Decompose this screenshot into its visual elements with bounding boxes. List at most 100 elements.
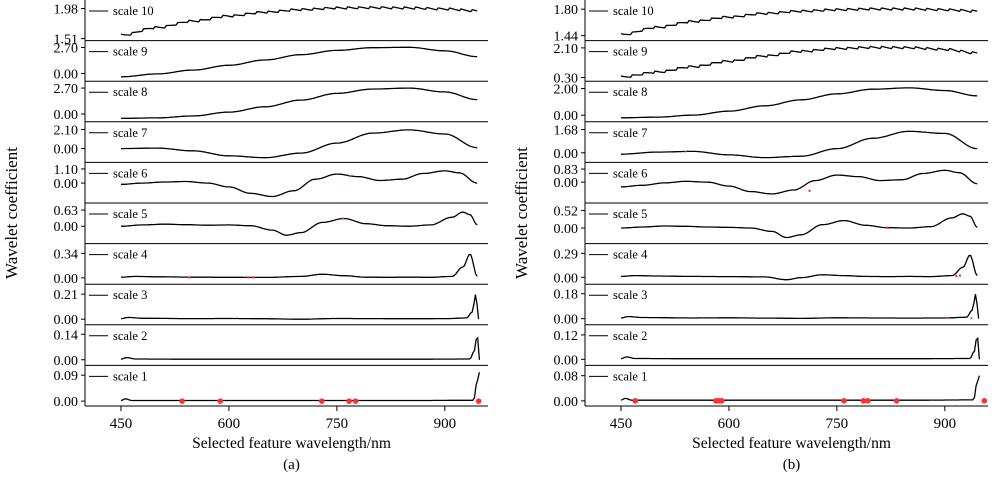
y-tick-label: 0.00 xyxy=(54,313,79,328)
panel-scale-8: 0.00 2.70 scale 8 xyxy=(54,81,488,123)
y-tick-label: 0.00 xyxy=(554,147,579,162)
selected-feature-marker xyxy=(318,398,325,404)
legend-label: scale 7 xyxy=(613,126,647,140)
y-axis-label: Wavelet coefficient xyxy=(512,147,531,279)
selected-feature-marker xyxy=(955,274,958,278)
panel-scale-1: 0.00 0.08 scale 1 xyxy=(554,365,988,410)
y-tick-label: 0.00 xyxy=(54,272,79,287)
series-line xyxy=(120,372,481,402)
series-line xyxy=(620,45,978,78)
series-line xyxy=(121,211,478,236)
panel-scale-2: 0.00 0.12 scale 2 xyxy=(554,324,988,368)
y-tick-label: 2.70 xyxy=(54,82,79,97)
y-axis-label: Wavelet coefficient xyxy=(2,147,21,279)
selected-feature-marker xyxy=(352,398,359,404)
panel-scale-9: 0.30 2.10 scale 9 xyxy=(554,40,988,87)
selected-feature-marker xyxy=(886,226,889,229)
series-line xyxy=(621,169,978,195)
y-tick-label: 0.83 xyxy=(554,163,579,178)
y-tick-label: 0.00 xyxy=(554,271,579,286)
selected-feature-marker xyxy=(893,398,900,404)
panel-scale-3: 0.00 0.21 scale 3 xyxy=(54,284,488,328)
y-tick-label: 0.00 xyxy=(54,143,79,158)
x-tick-label: 450 xyxy=(610,416,633,432)
y-tick-label: 0.00 xyxy=(54,395,79,410)
panel-scale-1: 0.00 0.09 scale 1 xyxy=(54,365,488,410)
legend-label: scale 1 xyxy=(613,369,647,383)
panel-scale-3: 0.00 0.18 scale 3 xyxy=(554,284,988,328)
y-tick-label: 0.30 xyxy=(554,72,579,87)
chart-1: 1.44 1.80 scale 10 0.30 2.10 scale 9 0.00 2.00 s… xyxy=(512,0,988,473)
legend-label: scale 8 xyxy=(113,85,147,99)
y-tick-label: 1.10 xyxy=(54,163,79,178)
series-line xyxy=(620,7,978,36)
series-line xyxy=(121,129,478,159)
selected-feature-marker xyxy=(217,398,224,404)
y-tick-label: 0.00 xyxy=(54,177,79,192)
selected-feature-marker xyxy=(981,398,988,404)
legend-label: scale 4 xyxy=(113,248,148,262)
x-tick-label: 750 xyxy=(826,416,849,432)
y-tick-label: 0.00 xyxy=(54,67,79,82)
y-tick-label: 0.08 xyxy=(554,370,579,385)
legend-label: scale 2 xyxy=(113,329,147,343)
legend-label: scale 5 xyxy=(113,207,147,221)
x-tick-label: 600 xyxy=(718,416,741,432)
y-tick-label: 0.18 xyxy=(554,288,579,303)
legend-label: scale 8 xyxy=(613,85,647,99)
legend-label: scale 3 xyxy=(113,288,147,302)
y-tick-label: 0.21 xyxy=(54,288,79,303)
series-line xyxy=(620,294,980,320)
y-tick-label: 0.00 xyxy=(54,220,79,235)
y-tick-label: 0.12 xyxy=(554,329,579,344)
series-line xyxy=(621,213,978,239)
panel-scale-8: 0.00 2.00 scale 8 xyxy=(554,81,988,124)
panel-scale-5: 0.000.63 scale 5 xyxy=(54,203,488,245)
selected-feature-marker xyxy=(970,317,973,320)
panel-scale-9: 0.00 2.70 scale 9 xyxy=(54,40,488,82)
panel-scale-7: 0.00 1.68 scale 7 xyxy=(554,121,988,163)
series-line xyxy=(621,254,978,281)
legend-label: scale 6 xyxy=(113,166,147,180)
selected-feature-marker xyxy=(188,276,191,279)
y-tick-label: 1.80 xyxy=(554,3,579,18)
y-tick-label: 1.44 xyxy=(554,30,579,45)
y-tick-label: 0.00 xyxy=(554,176,579,191)
legend-label: scale 6 xyxy=(613,166,647,180)
legend-label: scale 9 xyxy=(113,45,147,59)
panel-scale-10: 1.51 1.98 scale 10 xyxy=(54,0,488,48)
selected-feature-marker xyxy=(808,189,811,192)
series-line xyxy=(621,130,978,159)
series-line xyxy=(120,5,478,36)
x-axis-label: Selected feature wavelength/nm xyxy=(192,435,391,452)
selected-feature-marker xyxy=(865,398,871,404)
y-tick-label: 0.14 xyxy=(54,328,79,343)
series-line xyxy=(121,170,478,198)
legend-label: scale 10 xyxy=(613,4,654,18)
y-tick-label: 0.34 xyxy=(54,247,79,262)
subfigure-caption: (b) xyxy=(783,457,801,473)
x-tick-label: 900 xyxy=(434,416,457,432)
legend-label: scale 7 xyxy=(113,126,147,140)
panel-scale-6: 0.001.10 scale 6 xyxy=(54,162,488,204)
chart-0: 1.511.98 scale 100.002.70 scale 90.002.70 s… xyxy=(2,0,488,473)
panel-scale-4: 0.00 0.34 scale 4 xyxy=(54,243,488,287)
selected-feature-marker xyxy=(247,276,250,279)
selected-feature-marker xyxy=(346,398,352,404)
legend-label: scale 3 xyxy=(613,288,647,302)
y-tick-label: 2.10 xyxy=(54,123,79,138)
selected-feature-marker xyxy=(179,398,185,404)
legend-label: scale 2 xyxy=(613,329,647,343)
y-tick-label: 2.10 xyxy=(554,42,579,57)
selected-feature-marker xyxy=(718,398,725,404)
y-tick-label: 0.00 xyxy=(554,313,579,328)
y-tick-label: 1.98 xyxy=(54,2,79,17)
series-line xyxy=(620,336,981,360)
selected-feature-marker xyxy=(958,274,962,277)
y-tick-label: 0.00 xyxy=(554,222,579,237)
series-line xyxy=(620,375,981,401)
y-tick-label: 2.70 xyxy=(54,41,79,56)
selected-feature-marker xyxy=(684,150,687,153)
subfigure-caption: (a) xyxy=(283,457,300,473)
